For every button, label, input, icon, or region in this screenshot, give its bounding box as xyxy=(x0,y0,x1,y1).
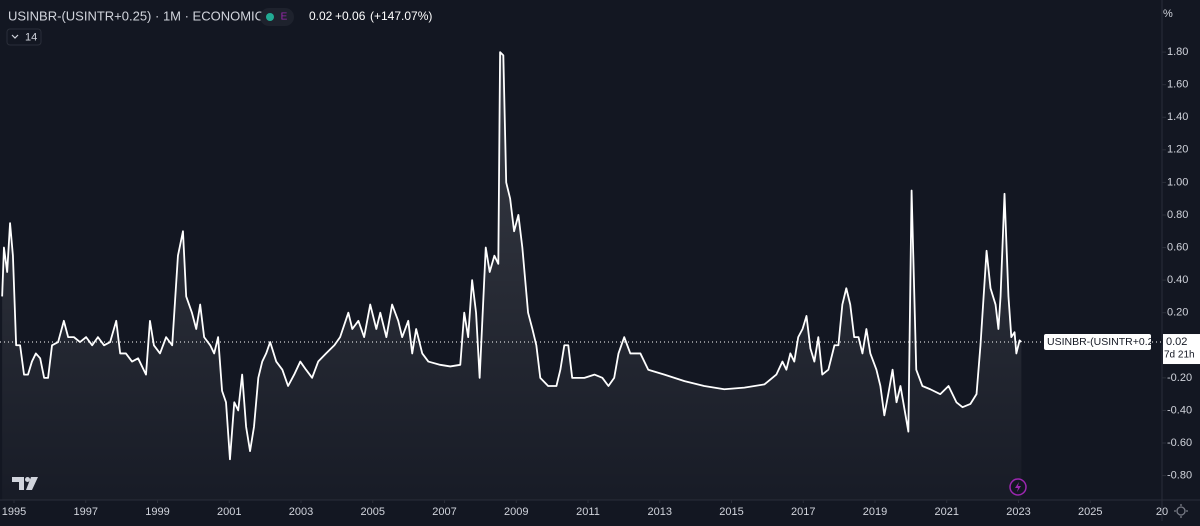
change-percent: (+147.07%) xyxy=(370,9,432,23)
logo-part xyxy=(26,477,38,490)
y-tick-label: -0.80 xyxy=(1167,469,1192,481)
badge: E xyxy=(281,12,288,23)
x-tick-label: 2023 xyxy=(1006,506,1030,518)
x-tick-label: 2025 xyxy=(1078,506,1102,518)
x-tick-label: 2009 xyxy=(504,506,528,518)
y-tick-label: 0.80 xyxy=(1167,209,1188,221)
x-tick-label: 1995 xyxy=(2,506,26,518)
x-tick-label: 1997 xyxy=(73,506,97,518)
price-label: USINBR-(USINTR+0.25) 0.02 7d 21h xyxy=(1044,334,1200,365)
x-tick-label: 1999 xyxy=(145,506,169,518)
event-icon[interactable] xyxy=(1009,478,1027,496)
status-pill xyxy=(260,8,294,26)
y-tick-label: 1.20 xyxy=(1167,144,1188,156)
x-tick-label: 20 xyxy=(1156,506,1168,518)
status-dot xyxy=(266,13,274,21)
y-tick-label: -0.60 xyxy=(1167,437,1192,449)
y-tick-label: 1.40 xyxy=(1167,111,1188,123)
y-tick-label: 0.60 xyxy=(1167,241,1188,253)
gear[interactable] xyxy=(1176,506,1186,516)
y-tick-label: 1.00 xyxy=(1167,176,1188,188)
price-value: 0.02 xyxy=(1166,336,1187,348)
symbol-title[interactable]: USINBR-(USINTR+0.25) · 1M · ECONOMICS xyxy=(8,8,273,23)
chevron-icon xyxy=(11,34,19,39)
y-unit: % xyxy=(1163,8,1173,20)
y-tick-label: -0.40 xyxy=(1167,404,1192,416)
x-tick-label: 2015 xyxy=(719,506,743,518)
y-tick-label: 0.40 xyxy=(1167,274,1188,286)
series-name: USINBR-(USINTR+0.25) xyxy=(1047,336,1163,348)
lightning-icon xyxy=(1015,482,1021,492)
logo-part xyxy=(12,477,24,490)
x-tick-label: 2003 xyxy=(289,506,313,518)
series-name-box xyxy=(1044,334,1151,351)
time-axis xyxy=(0,500,1200,521)
countdown: 7d 21h xyxy=(1164,350,1195,361)
last-value: 0.02 xyxy=(309,9,333,23)
line xyxy=(1,51,1022,461)
price-axis xyxy=(1162,0,1200,500)
collapse-count: 14 xyxy=(25,31,37,43)
area xyxy=(2,52,1022,501)
plot-area xyxy=(0,51,1162,501)
tv-logo xyxy=(12,477,38,490)
x-tick-label: 2001 xyxy=(217,506,241,518)
x-tick-label: 2013 xyxy=(648,506,672,518)
x-tick-label: 2011 xyxy=(576,506,600,518)
x-tick-label: 2017 xyxy=(791,506,815,518)
x-tick-label: 2019 xyxy=(863,506,887,518)
logo-part xyxy=(25,477,30,482)
x-tick-label: 2005 xyxy=(361,506,385,518)
collapse-button[interactable] xyxy=(6,28,42,46)
settings-icon[interactable] xyxy=(1174,504,1188,518)
change: +0.06 xyxy=(335,9,366,23)
price-box xyxy=(1163,334,1200,365)
header: USINBR-(USINTR+0.25) · 1M · ECONOMICS E … xyxy=(6,8,432,46)
y-tick-label: 1.80 xyxy=(1167,46,1188,58)
x-tick-label: 2021 xyxy=(935,506,959,518)
y-tick-label: 1.60 xyxy=(1167,79,1188,91)
y-tick-label: 0.20 xyxy=(1167,307,1188,319)
gear-teeth xyxy=(1174,504,1188,518)
x-tick-label: 2007 xyxy=(432,506,456,518)
y-tick-label: -0.20 xyxy=(1167,372,1192,384)
